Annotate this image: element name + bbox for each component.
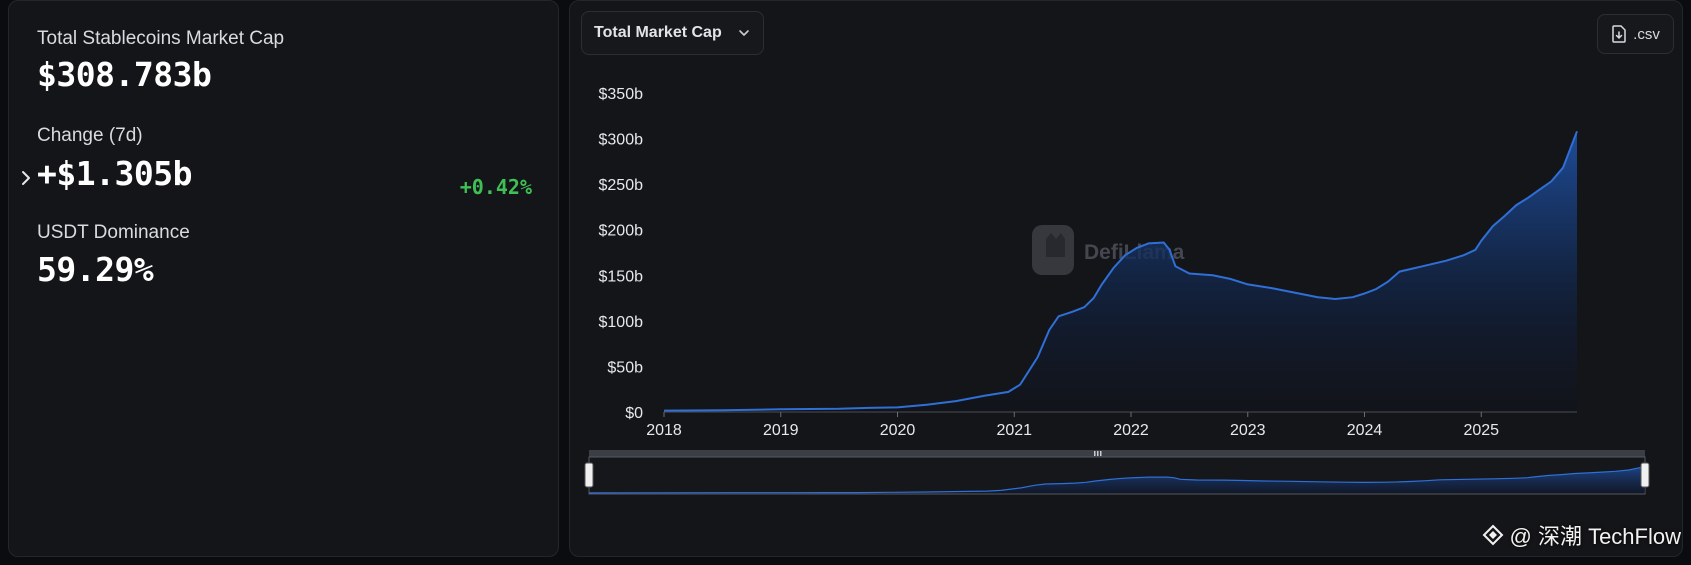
y-tick-label: $50b: [607, 359, 643, 376]
total-market-cap-label: Total Stablecoins Market Cap: [37, 28, 285, 49]
techflow-watermark: @ 深潮 TechFlow: [1482, 519, 1681, 551]
brush-grip-icon: [1094, 451, 1102, 456]
diamond-logo-icon: [1482, 524, 1503, 546]
stats-panel: Total Stablecoins Market Cap $308.783b C…: [8, 0, 559, 557]
usdt-dominance-value: 59.29%: [37, 250, 154, 289]
brush-left-handle[interactable]: [584, 462, 594, 488]
total-market-cap-value: $308.783b: [37, 55, 212, 94]
brush-right-handle[interactable]: [1640, 462, 1650, 488]
metric-dropdown-label: Total Market Cap: [594, 24, 722, 41]
chart-panel: Total Market Cap .csv $0 $50b $100b $150b $2…: [569, 0, 1683, 557]
change-7d-value: +$1.305b: [37, 154, 192, 193]
x-tick-label: 2023: [1230, 422, 1266, 439]
y-tick-label: $0: [625, 405, 643, 422]
techflow-watermark-text: @ 深潮 TechFlow: [1509, 524, 1681, 549]
change-7d-percent: +0.42%: [459, 175, 532, 199]
file-download-icon: [1612, 25, 1626, 43]
x-tick-label: 2020: [880, 422, 916, 439]
overview-line: [588, 466, 1646, 494]
csv-label: .csv: [1633, 25, 1660, 43]
x-tick-label: 2018: [646, 422, 682, 439]
chevron-right-icon[interactable]: [15, 167, 37, 189]
change-7d-label: Change (7d): [37, 125, 143, 146]
usdt-dominance-label: USDT Dominance: [37, 222, 190, 243]
market-cap-chart: $0 $50b $100b $150b $200b $250b $300b $350b 201…: [584, 86, 1650, 495]
market-cap-line: [663, 130, 1578, 412]
y-tick-label: $350b: [599, 86, 644, 103]
overview-area: [589, 466, 1645, 493]
y-tick-label: $150b: [599, 268, 644, 285]
y-tick-label: $200b: [599, 223, 644, 240]
x-tick-marks: [663, 412, 1482, 417]
y-tick-label: $250b: [599, 177, 644, 194]
x-axis: 2018 2019 2020 2021 2022 2023 2024 2025: [646, 422, 1499, 439]
x-tick-label: 2021: [996, 422, 1032, 439]
brush-handle-bar[interactable]: [589, 450, 1645, 457]
metric-dropdown[interactable]: Total Market Cap: [581, 11, 764, 55]
x-tick-label: 2022: [1113, 422, 1149, 439]
csv-download-button[interactable]: .csv: [1597, 14, 1674, 54]
x-tick-label: 2024: [1347, 422, 1383, 439]
y-axis: $0 $50b $100b $150b $200b $250b $300b $350b: [599, 86, 644, 422]
range-brush[interactable]: [584, 450, 1650, 495]
market-cap-area: [664, 131, 1577, 413]
y-tick-label: $300b: [599, 132, 644, 149]
x-tick-label: 2019: [763, 422, 799, 439]
y-tick-label: $100b: [599, 314, 644, 331]
chevron-down-icon: [739, 30, 749, 36]
x-tick-label: 2025: [1463, 422, 1499, 439]
